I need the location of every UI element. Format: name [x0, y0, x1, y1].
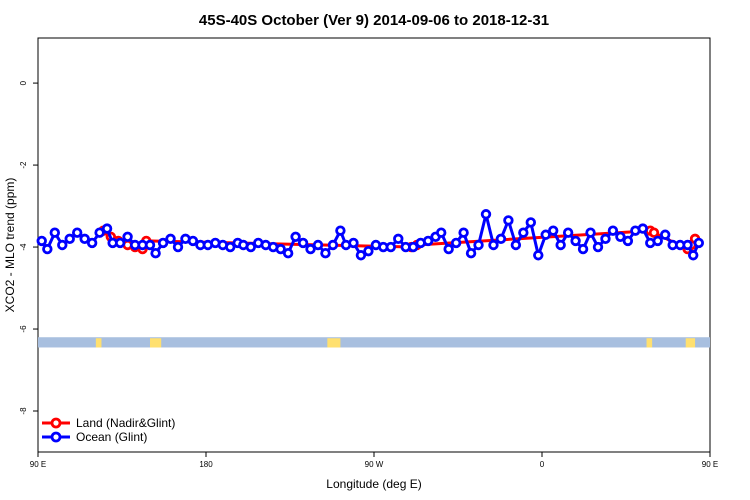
data-point — [64, 233, 75, 245]
x-axis: 90 E 180 90 W 0 90 E — [30, 452, 718, 469]
y-axis: 0 -2 -4 -6 -8 — [19, 80, 38, 415]
data-point — [458, 227, 469, 238]
chart-title: 45S-40S October (Ver 9) 2014-09-06 to 20… — [199, 12, 549, 29]
data-point — [385, 241, 396, 253]
data-point — [42, 243, 53, 255]
data-point — [36, 235, 47, 247]
data-point — [348, 237, 359, 249]
data-point — [320, 247, 331, 259]
data-point — [327, 239, 339, 251]
data-point — [408, 241, 419, 253]
data-point — [518, 227, 529, 238]
legend-marker — [50, 431, 62, 443]
land-band-segment — [95, 338, 102, 348]
x-tick-label: 0 — [540, 460, 545, 469]
data-point — [473, 239, 484, 251]
y-tick-label: -2 — [19, 161, 28, 169]
x-tick-label: 180 — [199, 460, 213, 469]
data-point — [525, 217, 536, 228]
data-point — [615, 231, 626, 243]
data-point — [282, 247, 294, 259]
land-band-segment — [150, 338, 162, 348]
data-point — [363, 245, 374, 257]
data-point — [355, 250, 367, 261]
data-point — [49, 227, 60, 238]
data-point — [660, 229, 671, 240]
data-point — [693, 237, 704, 249]
data-point — [122, 231, 133, 243]
y-axis-label: XCO2 - MLO trend (ppm) — [3, 178, 17, 313]
data-point — [652, 235, 663, 247]
data-point — [165, 233, 176, 245]
data-point — [144, 239, 156, 251]
data-point — [94, 227, 105, 238]
data-point — [71, 227, 83, 238]
data-point — [150, 247, 161, 259]
data-point — [555, 239, 566, 251]
data-point — [305, 243, 316, 255]
data-point — [450, 237, 462, 249]
y-tick-label: 0 — [19, 80, 28, 85]
data-point — [290, 231, 301, 243]
data-point — [172, 241, 184, 253]
land-band-segment — [685, 338, 696, 348]
data-point — [114, 237, 126, 249]
data-point — [422, 235, 434, 247]
data-point — [245, 241, 256, 253]
data-point — [503, 215, 514, 226]
land-band-segment — [327, 338, 341, 348]
data-point — [187, 235, 199, 247]
data-point — [570, 235, 581, 247]
data-point — [335, 225, 346, 236]
data-point — [562, 227, 574, 238]
data-point — [585, 227, 596, 238]
data-point — [465, 247, 477, 259]
data-point — [225, 241, 236, 253]
data-point — [275, 243, 286, 255]
data-point — [607, 225, 619, 236]
legend-label: Ocean (Glint) — [76, 430, 147, 444]
data-point — [101, 223, 113, 234]
data-point — [297, 237, 309, 249]
data-point — [495, 233, 507, 245]
data-point — [86, 237, 98, 249]
y-tick-label: -4 — [19, 243, 28, 251]
legend-marker — [50, 417, 62, 429]
data-point — [540, 229, 551, 240]
x-axis-label: Longitude (deg E) — [326, 477, 421, 491]
data-point — [312, 239, 324, 251]
data-point — [637, 223, 648, 234]
data-point — [688, 250, 699, 261]
y-tick-label: -8 — [19, 407, 28, 415]
y-tick-label: -6 — [19, 325, 28, 333]
data-point — [488, 239, 499, 251]
data-point — [510, 239, 522, 251]
legend-label: Land (Nadir&Glint) — [76, 416, 175, 430]
data-point — [480, 209, 492, 220]
data-point — [57, 239, 68, 251]
data-point — [682, 239, 693, 251]
x-tick-label: 90 E — [702, 460, 718, 469]
series-ocean — [36, 209, 704, 261]
land-band-segment — [646, 338, 653, 348]
data-point — [577, 243, 589, 255]
x-tick-label: 90 W — [365, 460, 384, 469]
legend: Land (Nadir&Glint)Ocean (Glint) — [42, 416, 175, 444]
data-point — [592, 241, 604, 253]
data-point — [533, 250, 544, 261]
data-point — [443, 243, 454, 255]
data-point — [648, 227, 660, 238]
data-point — [600, 233, 611, 245]
land-sea-mask-band — [38, 337, 710, 348]
data-point — [157, 237, 169, 249]
data-point — [436, 227, 447, 238]
series-layer — [36, 209, 704, 261]
data-point — [393, 233, 404, 245]
data-point — [79, 233, 90, 245]
x-tick-label: 90 E — [30, 460, 46, 469]
ocean-band — [38, 337, 710, 348]
data-point — [622, 235, 634, 247]
data-point — [548, 225, 559, 236]
